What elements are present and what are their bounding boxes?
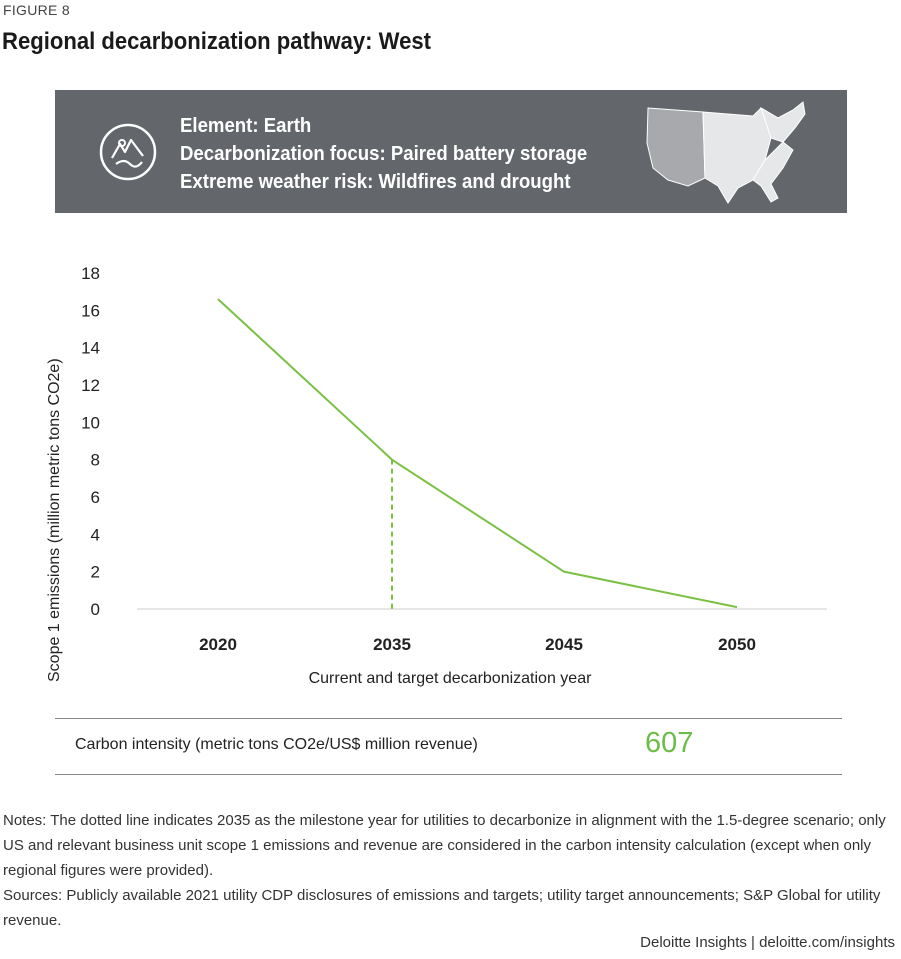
x-tick-label: 2050 — [718, 635, 756, 654]
y-tick-label: 0 — [91, 600, 100, 619]
x-axis-title: Current and target decarbonization year — [309, 670, 593, 687]
notes-text: Notes: The dotted line indicates 2035 as… — [3, 812, 886, 879]
y-tick-labels: 0 2 4 6 8 10 12 14 16 18 — [81, 264, 100, 619]
y-tick-label: 16 — [81, 301, 100, 320]
footer-credit: Deloitte Insights | deloitte.com/insight… — [640, 934, 895, 951]
y-tick-label: 6 — [91, 488, 100, 507]
carbon-intensity-value: 607 — [645, 727, 694, 759]
y-axis-title-text: Scope 1 emissions (million metric tons C… — [46, 358, 63, 682]
x-tick-label: 2045 — [545, 635, 583, 654]
y-tick-label: 2 — [91, 563, 100, 582]
y-tick-label: 14 — [81, 339, 100, 358]
banner-text: Element: Earth Decarbonization focus: Pa… — [180, 112, 587, 196]
y-tick-label: 10 — [81, 413, 100, 432]
carbon-intensity-row: Carbon intensity (metric tons CO2e/US$ m… — [55, 718, 842, 775]
earth-element-icon — [99, 123, 157, 181]
x-tick-label: 2035 — [373, 635, 411, 654]
figure-label: FIGURE 8 — [3, 2, 70, 18]
emissions-series-line — [217, 298, 738, 609]
us-map-west-highlighted-icon — [646, 101, 806, 204]
page-title: Regional decarbonization pathway: West — [2, 28, 431, 55]
carbon-intensity-label: Carbon intensity (metric tons CO2e/US$ m… — [75, 736, 478, 753]
x-tick-label: 2020 — [199, 635, 237, 654]
focus-text: Decarbonization focus: Paired battery st… — [180, 143, 588, 165]
x-tick-labels: 2020 2035 2045 2050 — [199, 635, 756, 654]
y-axis-title: Scope 1 emissions (million metric tons C… — [46, 358, 63, 682]
risk-text: Extreme weather risk: Wildfires and drou… — [180, 171, 571, 193]
notes-block: Notes: The dotted line indicates 2035 as… — [3, 808, 898, 933]
y-tick-label: 12 — [81, 376, 100, 395]
sources-text: Sources: Publicly available 2021 utility… — [3, 887, 881, 929]
region-banner: Element: Earth Decarbonization focus: Pa… — [55, 90, 847, 213]
element-text: Element: Earth — [180, 115, 312, 137]
emissions-line-chart: Scope 1 emissions (million metric tons C… — [46, 264, 827, 687]
y-tick-label: 18 — [81, 264, 100, 283]
y-tick-label: 4 — [91, 525, 100, 544]
y-tick-label: 8 — [91, 451, 100, 470]
